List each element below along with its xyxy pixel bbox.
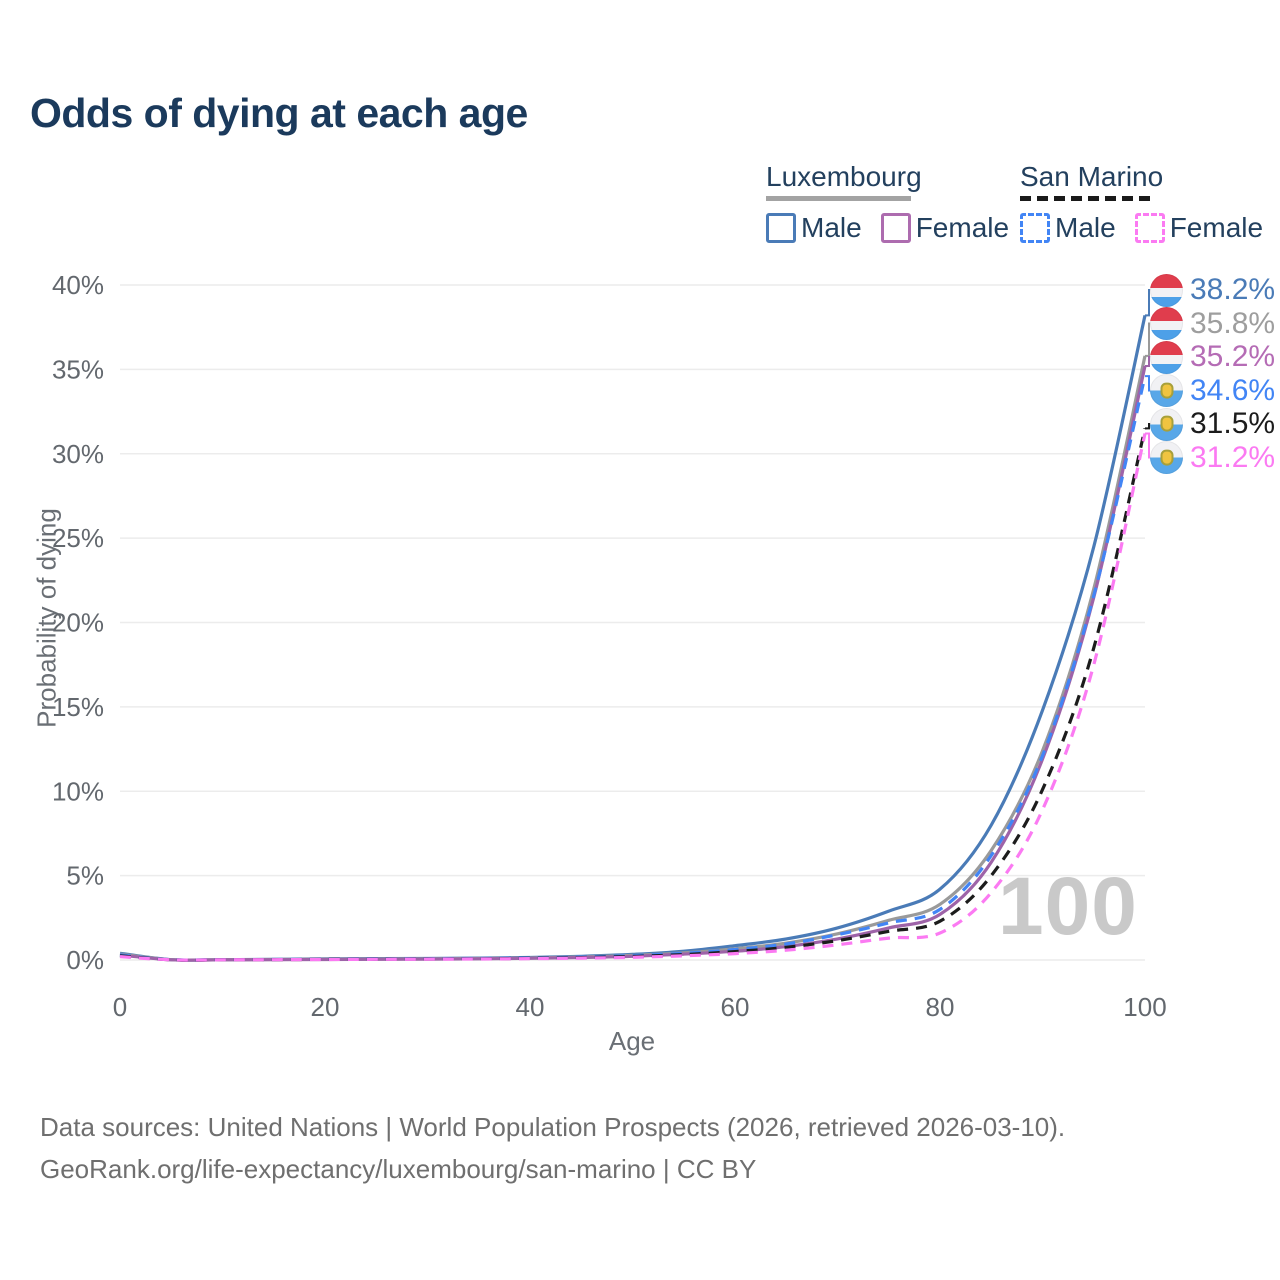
san-marino-crest-icon	[1160, 382, 1173, 399]
y-tick-label: 10%	[52, 776, 104, 806]
end-label-row-san-marino-both: 31.5%	[1150, 407, 1275, 441]
san-marino-crest-icon	[1160, 415, 1173, 432]
legend-header-luxembourg: Luxembourg	[766, 161, 922, 192]
y-tick-label: 25%	[52, 523, 104, 553]
footer: Data sources: United Nations | World Pop…	[40, 1106, 1065, 1190]
x-tick-label: 60	[721, 992, 750, 1022]
x-tick-label: 40	[516, 992, 545, 1022]
legend-label: Male	[1055, 212, 1116, 243]
legend-item-san-marino-female[interactable]: Female	[1134, 212, 1264, 244]
footer-attribution: GeoRank.org/life-expectancy/luxembourg/s…	[40, 1154, 757, 1184]
x-tick-label: 80	[926, 992, 955, 1022]
y-tick-label: 40%	[52, 270, 104, 300]
checkbox-luxembourg-male[interactable]	[766, 213, 796, 243]
series-line-luxembourg-both[interactable]	[119, 355, 1147, 962]
page-title: Odds of dying at each age	[30, 90, 528, 136]
legend-item-san-marino-male[interactable]: Male	[1020, 212, 1116, 244]
series-line-san-marino-both[interactable]	[119, 428, 1147, 962]
legend-label: Male	[801, 212, 862, 243]
luxembourg-flag-icon	[1150, 273, 1183, 307]
legend-group-luxembourg: Luxembourg Male Female	[766, 161, 1009, 244]
legend-header-san-marino: San Marino	[1020, 161, 1164, 192]
luxembourg-flag-icon	[1150, 307, 1183, 340]
y-tick-label: 0%	[66, 945, 104, 975]
x-tick-label: 20	[311, 992, 340, 1022]
y-tick-label: 15%	[52, 692, 104, 722]
legend-item-luxembourg-male[interactable]: Male	[766, 212, 862, 244]
end-label-row-luxembourg-female: 35.2%	[1150, 340, 1275, 374]
age-watermark: 100	[998, 861, 1138, 952]
legend-label: Female	[915, 212, 1010, 243]
luxembourg-flag-icon	[1150, 340, 1183, 374]
checkbox-luxembourg-female[interactable]	[880, 213, 911, 243]
end-label-value-luxembourg-both: 35.8%	[1190, 306, 1276, 340]
legend-line-sample-dashed	[1020, 196, 1150, 201]
series-line-san-marino-female[interactable]	[119, 433, 1147, 962]
end-label-value-san-marino-both: 31.5%	[1190, 407, 1276, 440]
checkbox-san-marino-male[interactable]	[1020, 213, 1050, 243]
x-axis-title: Age	[608, 1026, 656, 1056]
end-label-value-luxembourg-female: 35.2%	[1190, 340, 1276, 373]
legend-label: Female	[1169, 212, 1264, 243]
footer-data-sources: Data sources: United Nations | World Pop…	[40, 1112, 1066, 1142]
x-tick-label: 100	[1123, 992, 1166, 1022]
y-tick-label: 35%	[52, 354, 104, 384]
series-line-luxembourg-female[interactable]	[119, 365, 1147, 962]
san-marino-flag-icon	[1150, 374, 1183, 407]
legend-line-sample-solid	[766, 196, 911, 201]
end-label-row-luxembourg-male: 38.2%	[1150, 273, 1275, 307]
san-marino-crest-icon	[1160, 449, 1173, 466]
end-label-value-san-marino-male: 34.6%	[1190, 373, 1276, 407]
x-tick-label: 0	[113, 992, 127, 1022]
y-tick-label: 5%	[66, 861, 104, 891]
legend-item-luxembourg-female[interactable]: Female	[880, 212, 1010, 244]
end-label-row-luxembourg-both: 35.8%	[1150, 307, 1275, 341]
san-marino-flag-icon	[1150, 441, 1183, 474]
end-label-value-san-marino-female: 31.2%	[1190, 440, 1276, 474]
san-marino-flag-icon	[1150, 407, 1183, 441]
end-label-value-luxembourg-male: 38.2%	[1190, 273, 1276, 306]
y-tick-label: 20%	[52, 608, 104, 638]
end-label-row-san-marino-female: 31.2%	[1150, 441, 1275, 475]
series-line-san-marino-male[interactable]	[119, 375, 1147, 962]
end-label-row-san-marino-male: 34.6%	[1150, 374, 1275, 408]
legend-group-san-marino: San Marino Male Female	[1020, 161, 1263, 244]
y-tick-label: 30%	[52, 439, 104, 469]
checkbox-san-marino-female[interactable]	[1134, 213, 1165, 243]
